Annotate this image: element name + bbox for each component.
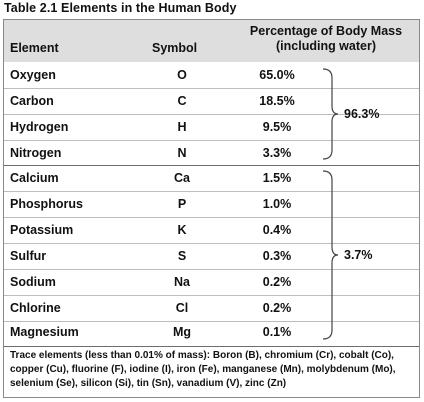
table-row: Oxygen O 65.0% [4,62,419,88]
element-name: Chlorine [10,301,61,315]
table-row: Sodium Na 0.2% [4,269,419,295]
row-divider [4,114,419,115]
group-1-brace [322,68,339,160]
element-percent: 3.3% [262,146,292,160]
element-name: Calcium [10,171,59,185]
group-1-total: 96.3% [344,107,380,121]
table-row: Sulfur S 0.3% [4,243,419,269]
header-element: Element [10,41,59,55]
table-row: Chlorine Cl 0.2% [4,295,419,321]
table-row: Carbon C 18.5% [4,88,419,114]
header-percentage-line1: Percentage of Body Mass [249,24,403,38]
row-divider [4,269,419,270]
trace-elements-note: Trace elements (less than 0.01% of mass)… [10,350,396,389]
element-percent: 0.4% [262,223,292,237]
table-row: Phosphorus P 1.0% [4,191,419,217]
element-symbol: O [177,68,187,82]
group-2-brace [322,170,339,340]
element-symbol: S [177,249,187,263]
element-percent: 65.0% [259,68,295,82]
element-name: Potassium [10,223,74,237]
table-row: Hydrogen H 9.5% [4,114,419,140]
row-divider [4,321,419,322]
row-divider [4,191,419,192]
row-divider [4,88,419,89]
element-symbol: Na [174,275,190,289]
header-percentage-line2: (including water) [276,39,376,53]
table-row: Potassium K 0.4% [4,217,419,243]
table-header: Element Symbol Percentage of Body Mass (… [4,20,419,62]
element-name: Magnesium [10,325,79,339]
element-symbol: Cl [175,301,189,315]
group-2-total: 3.7% [344,248,373,262]
element-name: Sulfur [10,249,47,263]
table-row: Calcium Ca 1.5% [4,165,419,191]
elements-table: Element Symbol Percentage of Body Mass (… [3,19,420,398]
element-name: Hydrogen [10,120,69,134]
element-symbol: C [177,94,187,108]
row-divider [4,140,419,141]
group-divider [4,165,419,166]
element-name: Phosphorus [10,197,83,211]
element-symbol: H [177,120,187,134]
element-percent: 9.5% [262,120,292,134]
table-row: Nitrogen N 3.3% [4,140,419,166]
row-divider [4,295,419,296]
element-percent: 0.2% [262,301,292,315]
element-name: Sodium [10,275,56,289]
element-percent: 0.2% [262,275,292,289]
element-symbol: P [177,197,187,211]
row-divider [4,243,419,244]
element-symbol: N [177,146,187,160]
row-divider [4,217,419,218]
element-name: Carbon [10,94,54,108]
table-row: Magnesium Mg 0.1% [4,319,419,345]
note-divider [4,346,419,347]
element-name: Oxygen [10,68,56,82]
element-name: Nitrogen [10,146,62,160]
element-percent: 1.5% [262,171,292,185]
element-symbol: Mg [172,325,192,339]
element-percent: 0.3% [262,249,292,263]
element-symbol: K [177,223,187,237]
header-symbol: Symbol [152,41,198,55]
element-percent: 18.5% [259,94,295,108]
element-percent: 0.1% [262,325,292,339]
header-percentage: Percentage of Body Mass (including water… [234,24,418,54]
table-caption: Table 2.1 Elements in the Human Body [4,1,237,15]
element-percent: 1.0% [262,197,292,211]
element-symbol: Ca [174,171,190,185]
